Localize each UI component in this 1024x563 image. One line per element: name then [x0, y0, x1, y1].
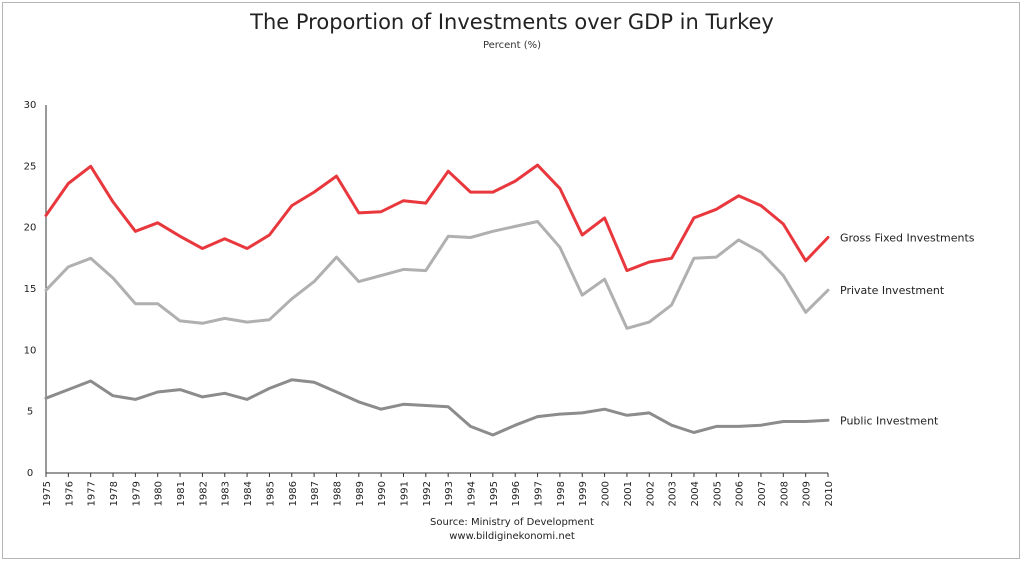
x-tick-label: 1990 — [377, 481, 388, 506]
legend-label: Public Investment — [840, 414, 939, 427]
legend-label: Gross Fixed Investments — [840, 231, 975, 244]
x-tick-label: 2004 — [690, 481, 701, 506]
x-tick-label: 1995 — [489, 481, 500, 506]
series-line — [44, 378, 830, 437]
x-tick-label: 1980 — [154, 481, 165, 506]
y-tick-labels: 0 5 10 15 20 25 30 — [24, 100, 37, 479]
y-tick-label: 0 — [27, 468, 33, 479]
x-tick-label: 1975 — [42, 481, 53, 506]
x-tick-label: 1993 — [444, 481, 455, 506]
x-tick-label: 1989 — [355, 481, 366, 506]
y-tick-label: 10 — [24, 345, 37, 356]
x-tick-label: 1983 — [221, 481, 232, 506]
x-tick-label: 1994 — [467, 481, 478, 506]
legend: Gross Fixed Investments Private Investmen… — [840, 231, 975, 427]
x-tick-label: 2010 — [824, 481, 835, 506]
x-tick-label: 1981 — [176, 481, 187, 506]
source-note: Source: Ministry of Development www.bild… — [0, 516, 1024, 544]
x-tick-label: 2003 — [668, 481, 679, 506]
x-tick-labels: 1975 1976 1977 1978 1979 1980 1981 1982 1983 1984… — [42, 473, 835, 506]
chart-title: The Proportion of Investments over GDP i… — [250, 10, 774, 34]
x-tick-label: 2005 — [712, 481, 723, 506]
x-tick-label: 1988 — [332, 481, 343, 506]
x-tick-label: 1992 — [422, 481, 433, 506]
x-tick-label: 1985 — [265, 481, 276, 506]
series-line — [44, 163, 830, 273]
x-tick-label: 1997 — [534, 481, 545, 506]
x-tick-label: 2001 — [623, 481, 634, 506]
y-tick-label: 25 — [24, 161, 37, 172]
website-line: www.bildiginekonomi.net — [449, 531, 575, 542]
x-tick-label: 1999 — [578, 481, 589, 506]
legend-label: Private Investment — [840, 284, 945, 297]
series-line — [44, 220, 830, 330]
y-tick-label: 30 — [24, 100, 37, 111]
x-tick-label: 1976 — [64, 481, 75, 506]
x-tick-label: 1979 — [131, 481, 142, 506]
x-tick-label: 1984 — [243, 481, 254, 506]
y-tick-label: 20 — [24, 223, 37, 234]
x-tick-label: 1978 — [109, 481, 120, 506]
x-tick-label: 1991 — [399, 481, 410, 506]
x-tick-label: 1986 — [288, 481, 299, 506]
y-tick-label: 15 — [24, 284, 37, 295]
y-tick-label: 5 — [27, 407, 33, 418]
x-tick-label: 2002 — [645, 481, 656, 506]
x-tick-label: 1982 — [198, 481, 209, 506]
x-tick-label: 1977 — [87, 481, 98, 506]
chart-subtitle: Percent (%) — [482, 40, 542, 51]
x-tick-label: 2008 — [779, 481, 790, 506]
x-tick-label: 2000 — [601, 481, 612, 506]
x-tick-label: 1998 — [556, 481, 567, 506]
x-tick-label: 2007 — [757, 481, 768, 506]
x-tick-label: 1987 — [310, 481, 321, 506]
series-lines — [44, 163, 830, 437]
x-tick-label: 1996 — [511, 481, 522, 506]
x-tick-label: 2009 — [802, 481, 813, 506]
source-line: Source: Ministry of Development — [430, 517, 594, 528]
axes — [45, 105, 828, 474]
x-tick-label: 2006 — [735, 481, 746, 506]
